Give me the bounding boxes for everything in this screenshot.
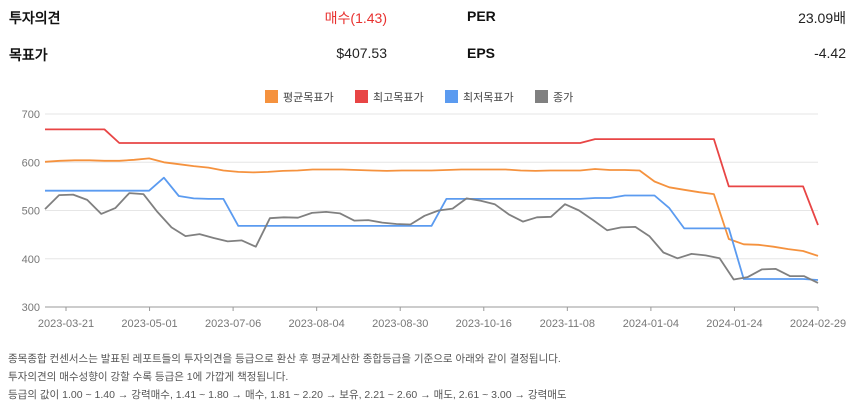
opinion-label: 투자의견 [9, 10, 61, 26]
chart-series [44, 128, 819, 284]
legend-swatch [445, 90, 458, 103]
legend-swatch [355, 90, 368, 103]
series-line [44, 157, 819, 257]
target-price-value: $407.53 [336, 45, 387, 61]
x-tick-label: 2023-08-04 [289, 318, 345, 330]
opinion-value: 매수(1.43) [324, 10, 387, 26]
legend-label: 종가 [553, 91, 573, 104]
series-line [45, 128, 819, 226]
y-axis: 300 400 500 600 700 [22, 109, 40, 314]
legend-label: 최고목표가 [373, 91, 424, 104]
eps-value: -4.42 [814, 45, 846, 61]
x-tick-label: 2023-10-16 [456, 318, 512, 330]
legend-swatch [535, 90, 548, 103]
legend-item[interactable]: 평균목표가 [265, 90, 334, 104]
x-tick-label: 2024-01-04 [623, 318, 679, 330]
x-tick-label: 2023-05-01 [121, 318, 177, 330]
x-tick-label: 2024-01-24 [706, 318, 762, 330]
legend-item[interactable]: 종가 [535, 90, 573, 104]
y-tick-label: 400 [22, 254, 40, 266]
per-value: 23.09배 [798, 10, 846, 26]
eps-label: EPS [467, 45, 496, 61]
series-line [45, 176, 819, 281]
y-tick-label: 700 [22, 109, 40, 121]
series-line [44, 192, 819, 284]
chart-legend[interactable]: 평균목표가 최고목표가 최저목표가 종가 [265, 90, 573, 104]
note-line: 종목종합 컨센서스는 발표된 레포트들의 투자의견을 등급으로 환산 후 평균계… [8, 353, 561, 365]
x-tick-label: 2023-11-08 [540, 318, 595, 330]
legend-label: 평균목표가 [283, 91, 334, 104]
y-tick-label: 300 [22, 302, 40, 314]
legend-item[interactable]: 최저목표가 [445, 90, 514, 104]
legend-label: 최저목표가 [463, 91, 514, 104]
chart-grid [45, 113, 818, 308]
note-line: 등급의 값이 1.00 ~ 1.40 → 강력매수, 1.41 ~ 1.80 →… [8, 389, 567, 401]
x-axis: 2023-03-21 2023-05-01 2023-07-06 2023-08-04… [38, 307, 846, 330]
legend-item[interactable]: 최고목표가 [355, 90, 424, 104]
per-label: PER [467, 8, 496, 24]
y-tick-label: 500 [22, 206, 40, 218]
y-tick-label: 600 [22, 157, 40, 169]
x-tick-label: 2023-08-30 [372, 318, 428, 330]
consensus-notes: 종목종합 컨센서스는 발표된 레포트들의 투자의견을 등급으로 환산 후 평균계… [8, 350, 567, 404]
x-tick-label: 2024-02-29 [790, 318, 846, 330]
target-price-chart: 평균목표가 최고목표가 최저목표가 종가 300 400 500 600 700 2023-0… [22, 90, 846, 330]
target-price-label: 목표가 [9, 47, 48, 63]
legend-swatch [265, 90, 278, 103]
x-tick-label: 2023-07-06 [205, 318, 261, 330]
x-tick-label: 2023-03-21 [38, 318, 94, 330]
note-line: 투자의견의 매수성향이 강할 수록 등급은 1에 가깝게 책정됩니다. [8, 371, 289, 383]
